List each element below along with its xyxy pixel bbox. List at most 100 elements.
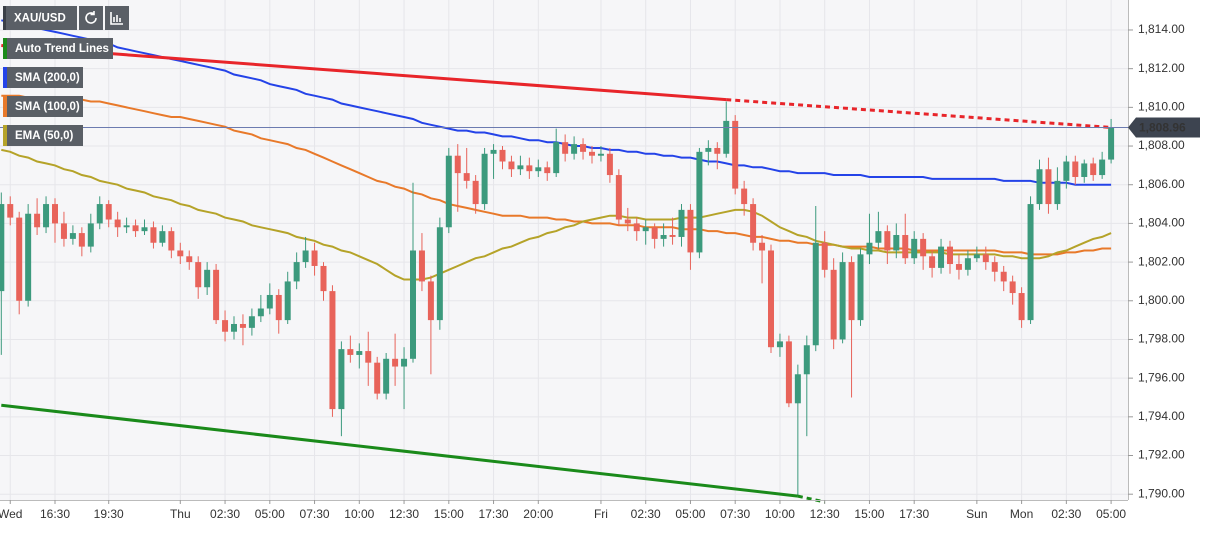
legend-label: SMA (200,0) bbox=[15, 72, 80, 84]
candle-body bbox=[875, 231, 882, 243]
y-tick-label: 1,810.00 bbox=[1138, 100, 1185, 114]
x-tick-label: 05:00 bbox=[1096, 507, 1126, 521]
candle-body bbox=[123, 225, 130, 228]
last-price-box bbox=[1128, 117, 1200, 138]
candle-body bbox=[383, 358, 390, 394]
candle-body bbox=[436, 227, 443, 321]
candle-body bbox=[517, 165, 524, 170]
y-tick-label: 1,806.00 bbox=[1138, 177, 1185, 191]
x-tick-label: 02:30 bbox=[631, 507, 661, 521]
y-tick-label: 1,812.00 bbox=[1138, 61, 1185, 75]
candle-body bbox=[311, 250, 318, 266]
candle-body bbox=[481, 153, 488, 205]
candle-body bbox=[186, 256, 193, 263]
candle-body bbox=[687, 209, 694, 253]
legend: XAU/USD Auto Trend Lines SMA (200,0) SMA … bbox=[3, 6, 129, 146]
candle-body bbox=[60, 223, 67, 239]
candle-body bbox=[580, 144, 587, 152]
candle-body bbox=[991, 262, 998, 272]
candle-body bbox=[114, 219, 121, 228]
candle-body bbox=[96, 204, 103, 224]
refresh-icon bbox=[85, 11, 97, 24]
candle-body bbox=[651, 227, 658, 239]
candle-body bbox=[257, 308, 264, 317]
candle-body bbox=[401, 358, 408, 367]
trend-legend[interactable]: Auto Trend Lines bbox=[3, 38, 113, 59]
candle-body bbox=[302, 250, 309, 263]
symbol-label: XAU/USD bbox=[14, 13, 66, 25]
y-tick-label: 1,798.00 bbox=[1138, 332, 1185, 346]
candle-body bbox=[105, 204, 112, 220]
refresh-button[interactable] bbox=[79, 6, 103, 30]
y-tick-label: 1,790.00 bbox=[1138, 486, 1185, 500]
x-tick-label: Wed bbox=[0, 507, 22, 521]
x-tick-label: 10:00 bbox=[765, 507, 795, 521]
candle-body bbox=[347, 349, 354, 355]
y-tick-label: 1,800.00 bbox=[1138, 293, 1185, 307]
candle-body bbox=[248, 316, 255, 328]
legend-item[interactable]: SMA (200,0) bbox=[3, 67, 83, 88]
candle-body bbox=[16, 217, 23, 301]
x-tick-label: 20:00 bbox=[523, 507, 553, 521]
candle-body bbox=[544, 167, 551, 174]
candle-body bbox=[535, 167, 542, 172]
legend-box bbox=[3, 38, 113, 59]
candle-body bbox=[34, 213, 41, 228]
legend-label: Auto Trend Lines bbox=[15, 43, 109, 55]
candle-body bbox=[723, 120, 730, 154]
candle-body bbox=[615, 175, 622, 220]
y-tick-label: 1,804.00 bbox=[1138, 216, 1185, 230]
x-tick-label: 05:00 bbox=[675, 507, 705, 521]
candle-body bbox=[821, 242, 828, 270]
candle-body bbox=[606, 153, 613, 176]
candle-body bbox=[571, 144, 578, 154]
candle-body bbox=[768, 250, 774, 348]
x-tick-label: Fri bbox=[594, 507, 608, 521]
candle-body bbox=[222, 320, 229, 332]
candle-body bbox=[365, 351, 372, 363]
candle-body bbox=[803, 345, 810, 375]
candle-body bbox=[812, 242, 819, 346]
candle-body bbox=[284, 281, 291, 321]
candle-body bbox=[1063, 161, 1070, 181]
candle-body bbox=[553, 142, 560, 174]
symbol-box[interactable]: XAU/USD bbox=[3, 6, 129, 30]
candle-body bbox=[642, 227, 649, 232]
candle-body bbox=[1036, 169, 1043, 205]
y-tick-label: 1,814.00 bbox=[1138, 22, 1185, 36]
candle-body bbox=[893, 235, 900, 251]
y-tick-label: 1,796.00 bbox=[1138, 370, 1185, 384]
candle-body bbox=[982, 254, 989, 263]
candle-body bbox=[589, 151, 595, 156]
y-tick-label: 1,808.00 bbox=[1138, 138, 1185, 152]
candle-body bbox=[43, 204, 50, 228]
candle-body bbox=[1108, 127, 1115, 160]
candle-body bbox=[418, 250, 425, 282]
legend-swatch bbox=[3, 6, 6, 30]
candle-body bbox=[463, 173, 470, 181]
x-tick-label: 02:30 bbox=[1051, 507, 1081, 521]
x-tick-label: 07:30 bbox=[720, 507, 750, 521]
candle-body bbox=[776, 341, 783, 348]
candle-body bbox=[830, 269, 837, 340]
candle-body bbox=[25, 213, 32, 301]
trend-line bbox=[726, 98, 1112, 129]
candle-body bbox=[7, 204, 14, 218]
candle-body bbox=[973, 254, 980, 259]
candle-body bbox=[508, 161, 515, 170]
candle-body bbox=[275, 294, 282, 321]
candle-body bbox=[204, 269, 211, 288]
candle-body bbox=[964, 258, 971, 270]
x-tick-label: 05:00 bbox=[255, 507, 285, 521]
candle-body bbox=[955, 264, 962, 270]
legend-item[interactable]: SMA (100,0) bbox=[3, 96, 83, 117]
x-tick-label: 12:30 bbox=[810, 507, 840, 521]
candle-body bbox=[1072, 161, 1079, 177]
candle-body bbox=[884, 231, 891, 251]
candle-body bbox=[1009, 281, 1016, 294]
candle-body bbox=[848, 262, 855, 321]
x-tick-label: 07:30 bbox=[300, 507, 330, 521]
candle-body bbox=[231, 323, 237, 332]
x-tick-label: 02:30 bbox=[210, 507, 240, 521]
legend-item[interactable]: EMA (50,0) bbox=[3, 125, 83, 146]
